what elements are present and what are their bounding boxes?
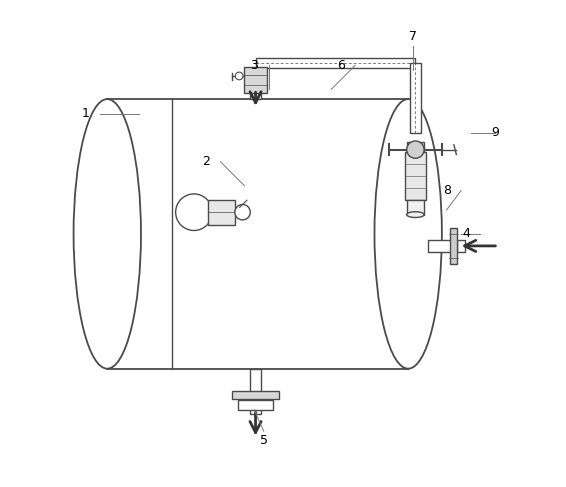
Text: 5: 5 bbox=[260, 434, 268, 448]
Bar bbox=[256, 57, 415, 68]
Bar bbox=[208, 200, 235, 225]
Bar bbox=[410, 63, 421, 133]
Text: 9: 9 bbox=[491, 126, 499, 139]
Bar bbox=[450, 227, 457, 264]
Circle shape bbox=[175, 194, 212, 230]
Text: 2: 2 bbox=[202, 155, 210, 168]
Bar bbox=[457, 240, 465, 252]
Bar bbox=[407, 200, 424, 215]
Circle shape bbox=[407, 141, 424, 158]
Ellipse shape bbox=[375, 99, 442, 369]
Text: 8: 8 bbox=[443, 184, 451, 197]
Bar bbox=[250, 68, 261, 99]
Bar bbox=[250, 87, 261, 93]
Text: 7: 7 bbox=[409, 30, 417, 43]
Bar bbox=[244, 67, 267, 93]
Bar bbox=[428, 240, 455, 252]
Circle shape bbox=[235, 205, 250, 220]
Text: 3: 3 bbox=[250, 59, 258, 72]
Bar bbox=[250, 369, 261, 414]
Bar bbox=[233, 391, 278, 399]
Text: 6: 6 bbox=[337, 59, 345, 72]
Text: 1: 1 bbox=[82, 107, 89, 120]
Bar bbox=[108, 99, 408, 369]
Bar bbox=[238, 400, 273, 410]
Circle shape bbox=[235, 72, 243, 80]
Bar bbox=[405, 152, 426, 200]
Bar bbox=[407, 142, 423, 152]
Ellipse shape bbox=[407, 212, 424, 218]
Ellipse shape bbox=[74, 99, 141, 369]
Text: 4: 4 bbox=[462, 227, 470, 241]
